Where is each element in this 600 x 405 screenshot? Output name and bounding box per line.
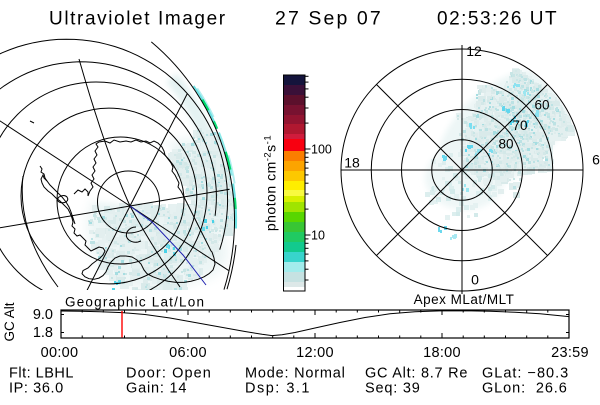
svg-text:70: 70 — [512, 118, 527, 133]
svg-text:Flt: LBHL: Flt: LBHL — [9, 366, 74, 382]
svg-text:12: 12 — [466, 43, 482, 59]
svg-text:06:00: 06:00 — [169, 345, 207, 361]
svg-text:GLon: 26.6: GLon: 26.6 — [482, 381, 568, 397]
svg-text:00:00: 00:00 — [41, 345, 79, 361]
svg-text:Seq: 39: Seq: 39 — [365, 381, 421, 397]
svg-text:GC Alt: 8.7 Re: GC Alt: 8.7 Re — [365, 366, 468, 382]
svg-text:Door: Open: Door: Open — [126, 366, 212, 382]
svg-text:1.8: 1.8 — [33, 325, 53, 341]
svg-text:9.0: 9.0 — [33, 307, 53, 323]
svg-text:100: 100 — [311, 143, 332, 157]
svg-text:23:59: 23:59 — [551, 345, 589, 361]
svg-text:GLat: −80.3: GLat: −80.3 — [482, 366, 569, 382]
svg-text:photon cm-2s-1: photon cm-2s-1 — [263, 135, 279, 231]
svg-text:18: 18 — [344, 155, 360, 171]
svg-text:80: 80 — [498, 137, 513, 152]
svg-text:27 Sep 07: 27 Sep 07 — [275, 8, 383, 30]
svg-text:Apex MLat/MLT: Apex MLat/MLT — [414, 292, 515, 307]
svg-text:6: 6 — [592, 152, 600, 168]
svg-text:Mode: Normal: Mode: Normal — [245, 366, 346, 382]
svg-text:0: 0 — [471, 272, 479, 288]
svg-text:Geographic Lat/Lon: Geographic Lat/Lon — [65, 295, 205, 310]
svg-text:Ultraviolet Imager: Ultraviolet Imager — [49, 9, 227, 30]
svg-text:60: 60 — [534, 98, 549, 113]
svg-text:02:53:26 UT: 02:53:26 UT — [437, 9, 558, 30]
svg-text:Dsp: 3.1: Dsp: 3.1 — [245, 381, 311, 397]
svg-text:10: 10 — [311, 229, 325, 243]
svg-text:GC Alt: GC Alt — [2, 302, 17, 341]
svg-text:18:00: 18:00 — [423, 345, 461, 361]
svg-text:Gain: 14: Gain: 14 — [126, 381, 187, 397]
svg-text:12:00: 12:00 — [296, 345, 334, 361]
svg-text:IP: 36.0: IP: 36.0 — [9, 381, 64, 397]
